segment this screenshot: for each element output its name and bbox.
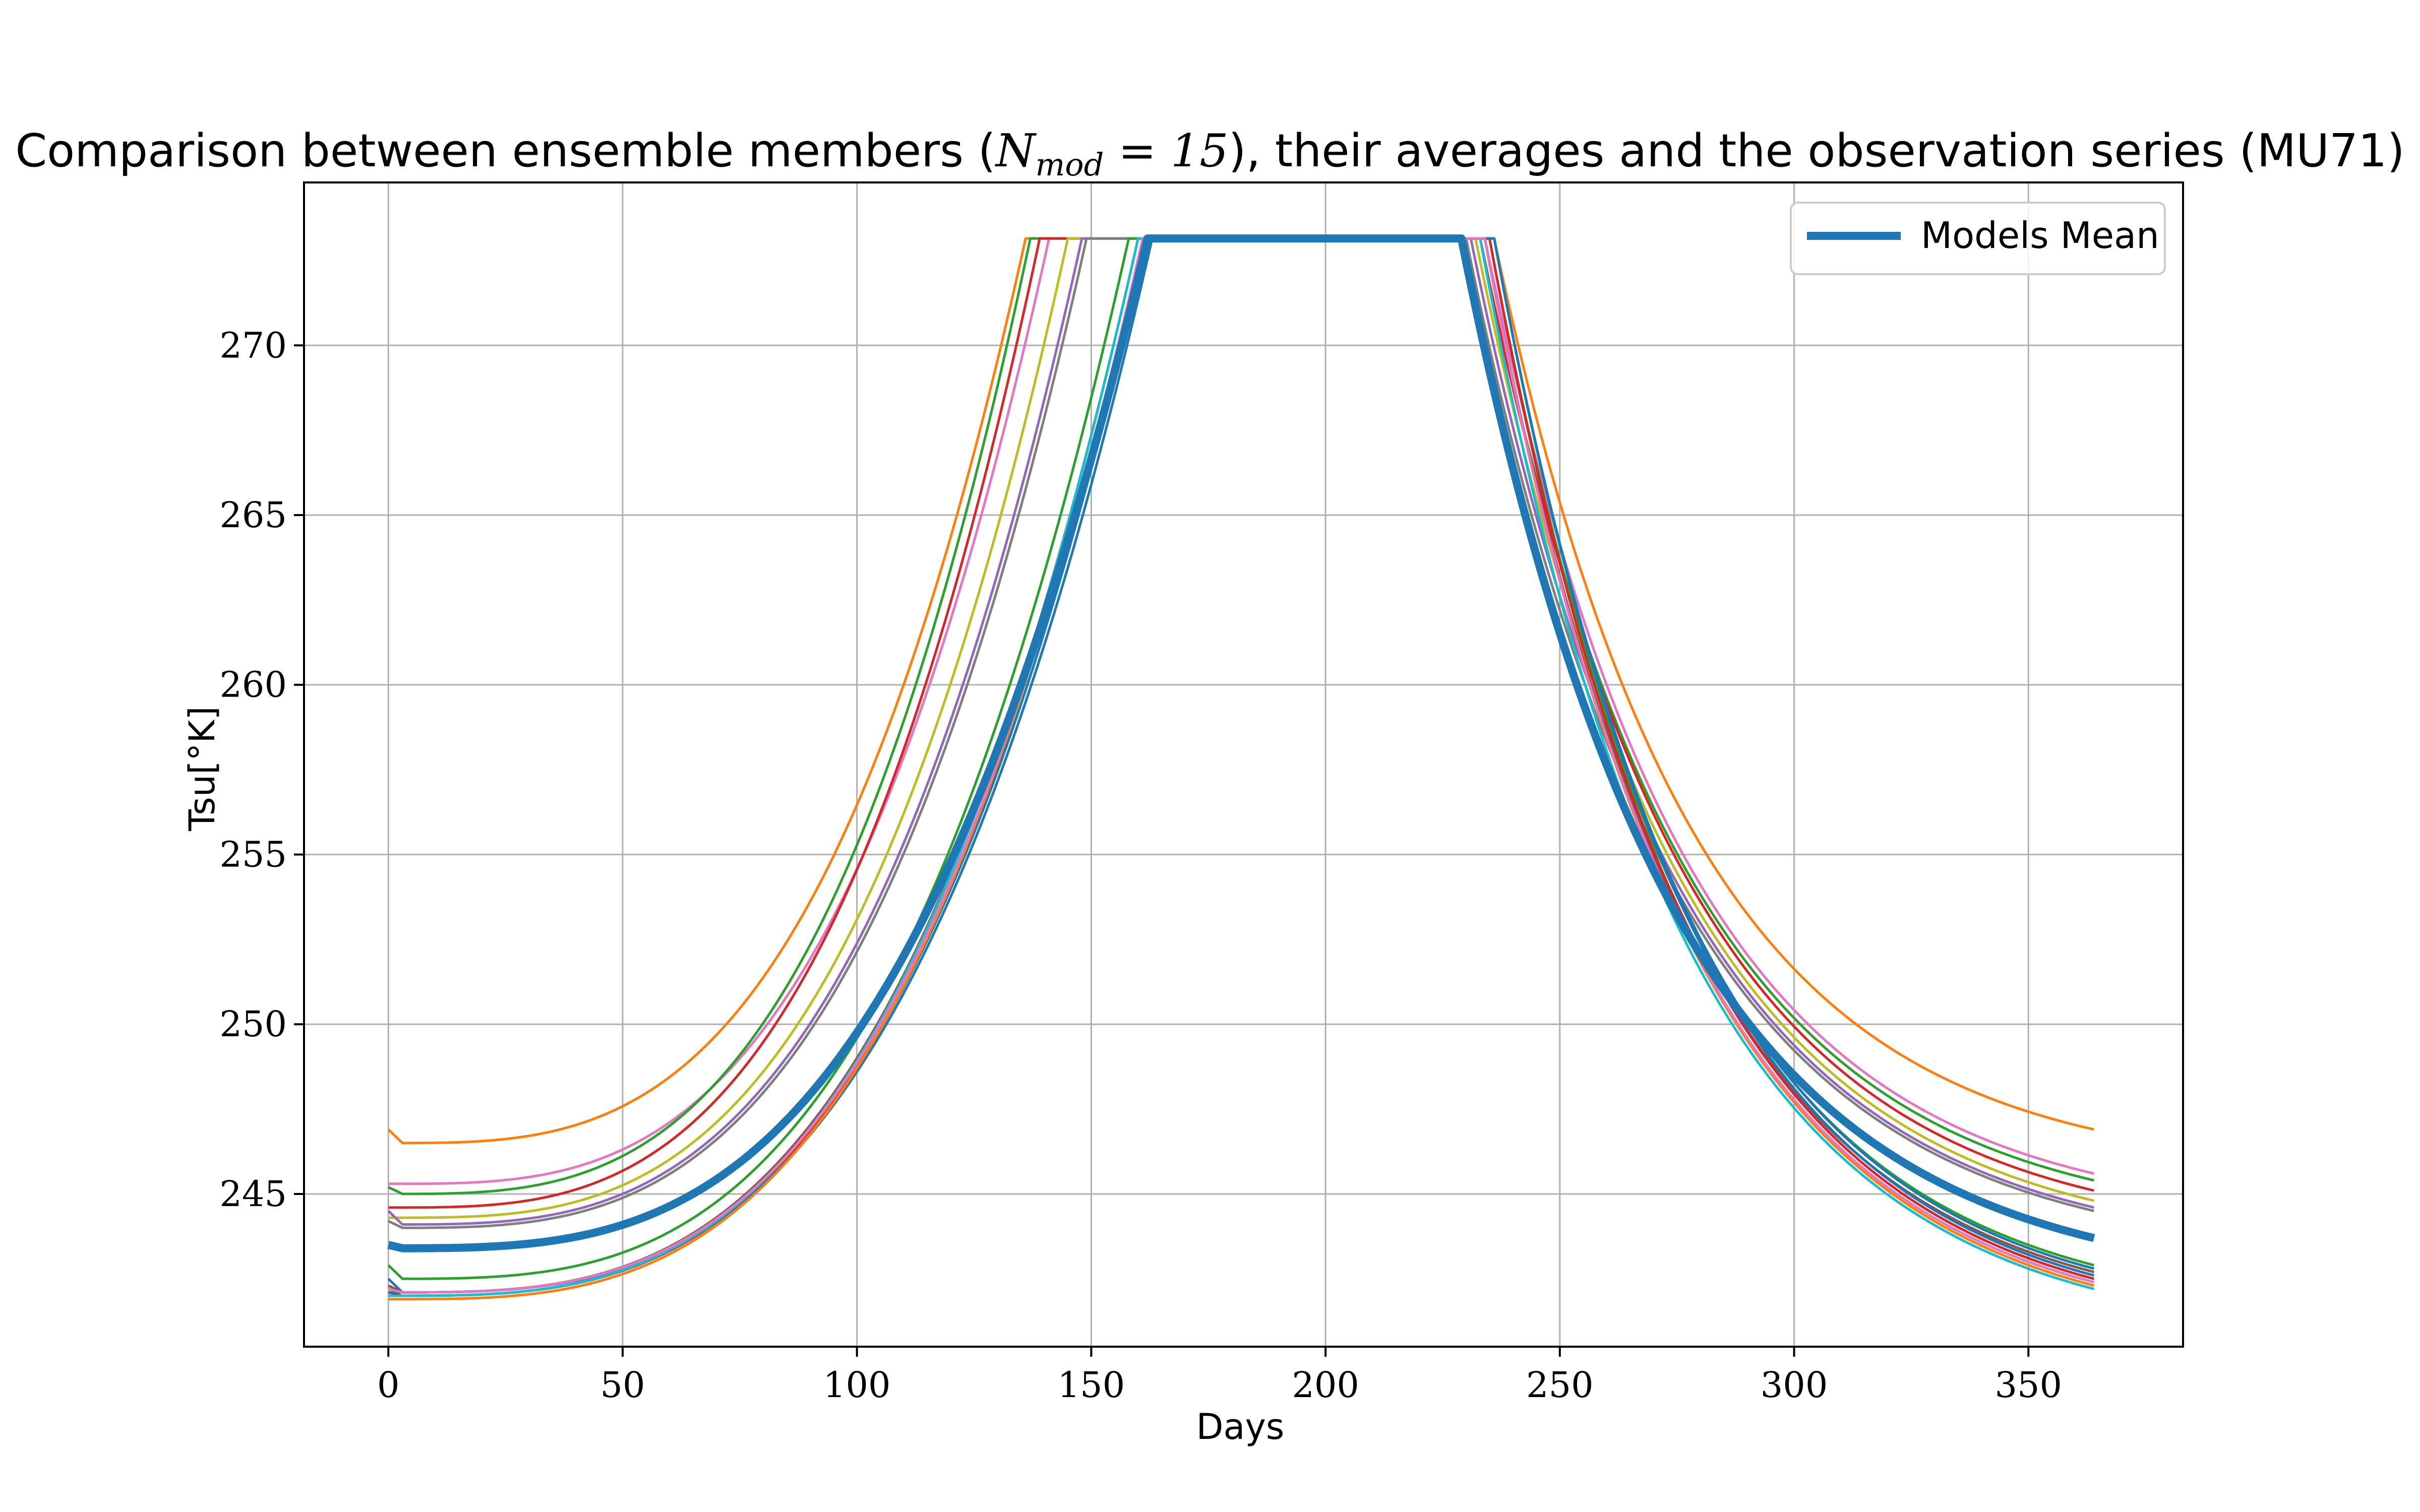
legend-frame [1790,202,2166,275]
x-tick-label: 250 [1526,1364,1594,1406]
y-tick-label: 265 [219,494,287,536]
title-suffix: ), their averages and the observation se… [1229,124,2405,177]
title-math-var: N [995,124,1037,177]
x-axis-label: Days [1196,1406,1285,1447]
y-tick-label: 245 [219,1173,287,1215]
x-tick-label: 150 [1058,1364,1125,1406]
axes [303,181,2184,1348]
title-prefix: Comparison between ensemble members ( [15,124,996,177]
title-math-sub: mod [1036,146,1104,183]
grid [304,182,2183,1347]
x-tick-label: 0 [377,1364,400,1406]
y-tick-label: 250 [219,1003,287,1045]
x-tick-label: 200 [1292,1364,1359,1406]
legend: Models Mean [1790,202,2166,275]
y-tick-label: 255 [219,834,287,875]
x-tick-label: 300 [1761,1364,1828,1406]
y-tick-label: 270 [219,325,287,366]
chart-title: Comparison between ensemble members (Nmo… [15,124,2404,183]
x-tick-label: 350 [1994,1364,2062,1406]
ticks: 0 50 100 150 200 250 300 350 245 250 255 260 265 270 [219,325,2062,1406]
x-tick-label: 50 [600,1364,645,1406]
y-tick-label: 260 [219,664,287,706]
plot-frame [303,181,2184,1348]
title-math-eq: = 15 [1104,124,1228,177]
x-tick-label: 100 [823,1364,891,1406]
legend-label-models-mean: Models Mean [1921,214,2159,257]
series-layer [387,234,2095,1301]
y-axis-label: Tsu[°K] [182,706,223,832]
models-mean-line [387,234,2095,1252]
